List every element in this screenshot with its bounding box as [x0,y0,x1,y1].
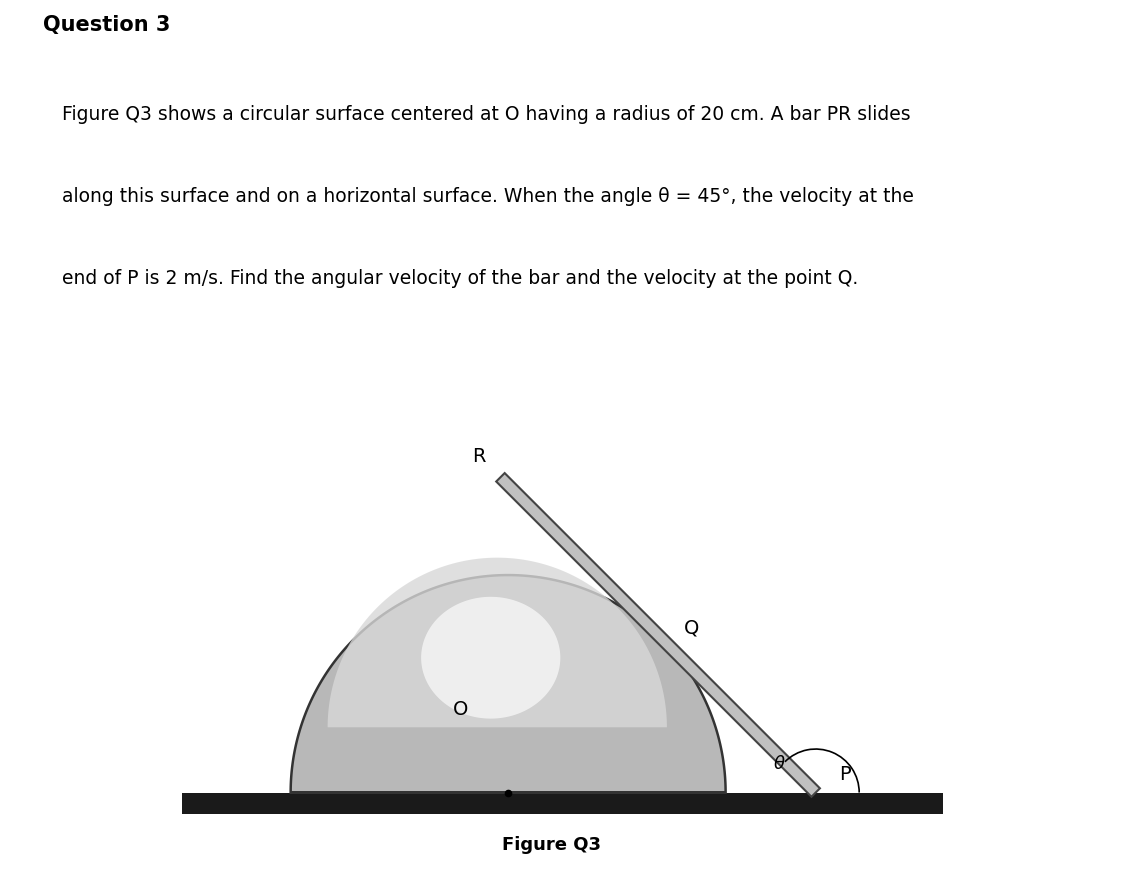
Text: θ: θ [773,755,784,773]
Polygon shape [421,597,560,718]
Text: O: O [452,701,468,719]
Text: Figure Q3 shows a circular surface centered at O having a radius of 20 cm. A bar: Figure Q3 shows a circular surface cente… [62,105,910,124]
Polygon shape [496,473,820,797]
Text: R: R [471,447,485,467]
Text: Figure Q3: Figure Q3 [502,836,601,854]
Polygon shape [182,793,943,814]
Text: Question 3: Question 3 [43,15,170,35]
Polygon shape [327,557,667,727]
Polygon shape [290,575,726,793]
Text: along this surface and on a horizontal surface. When the angle θ = 45°, the velo: along this surface and on a horizontal s… [62,187,914,205]
Text: Q: Q [684,619,699,637]
Text: end of P is 2 m/s. Find the angular velocity of the bar and the velocity at the : end of P is 2 m/s. Find the angular velo… [62,268,858,288]
Text: P: P [839,765,852,784]
